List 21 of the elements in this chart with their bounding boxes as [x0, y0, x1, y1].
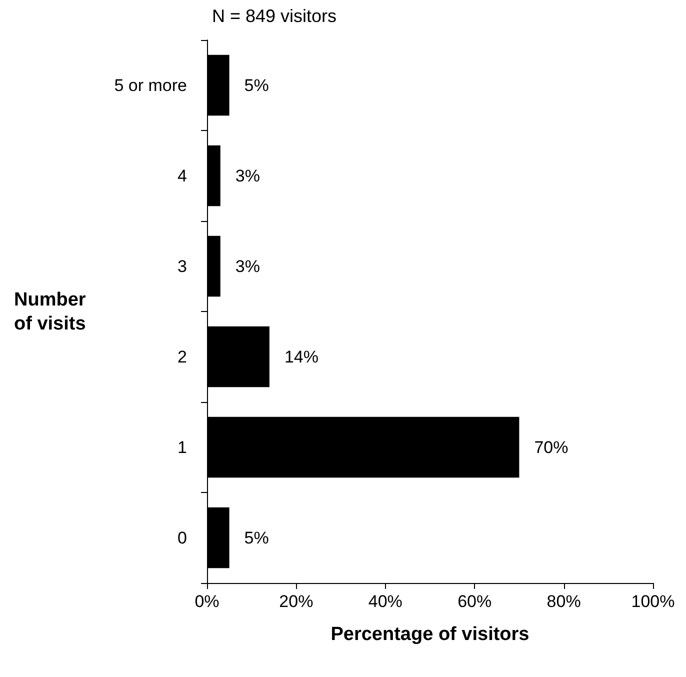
chart-title: N = 849 visitors [212, 6, 337, 26]
data-label: 3% [235, 166, 260, 186]
x-tick-label: 60% [458, 592, 492, 611]
x-tick-label: 0% [194, 592, 220, 611]
y-tick-label: 2 [178, 347, 187, 366]
y-axis-title: Number of visits [14, 290, 86, 334]
y-tick-label: 1 [178, 438, 187, 457]
data-label: 3% [235, 256, 260, 276]
data-label: 14% [284, 347, 318, 366]
data-label: 5% [244, 528, 269, 548]
data-label: 70% [534, 438, 568, 457]
x-tick-label: 20% [279, 592, 314, 611]
x-tick-label: 80% [546, 592, 581, 611]
data-label: 5% [244, 76, 269, 95]
x-axis-title: Percentage of visitors [330, 624, 530, 645]
y-tick-label: 3 [178, 256, 187, 276]
y-tick-label: 0 [178, 528, 187, 548]
x-tick-label: 40% [368, 592, 402, 611]
y-tick-label: 4 [178, 166, 187, 186]
y-tick-label: 5 or more [114, 76, 187, 95]
x-tick-label: 100% [631, 592, 675, 611]
